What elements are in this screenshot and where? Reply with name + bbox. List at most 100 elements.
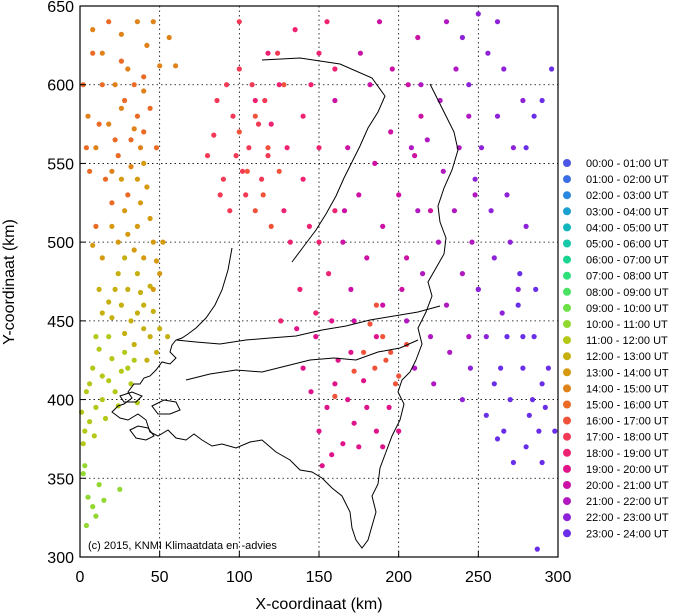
legend-label: 06:00 - 07:00 UT (586, 255, 669, 267)
lightning-point (93, 223, 99, 229)
lightning-point (137, 289, 144, 296)
lightning-point (128, 137, 134, 143)
lightning-point (115, 153, 121, 159)
lightning-point (115, 239, 121, 245)
lightning-point (372, 365, 378, 371)
lightning-point (122, 349, 128, 355)
lightning-point (109, 223, 115, 229)
lightning-point (478, 145, 485, 151)
lightning-point (109, 356, 115, 362)
lightning-point (475, 11, 481, 17)
lightning-point (265, 153, 271, 159)
x-tick-label: 100 (226, 569, 253, 586)
lightning-point (80, 441, 86, 447)
lightning-point (239, 168, 246, 174)
lightning-point (144, 184, 150, 190)
lightning-point (494, 19, 501, 25)
lightning-point (87, 381, 93, 387)
lightning-point (93, 145, 99, 151)
lightning-point (412, 365, 418, 371)
lightning-point (483, 412, 489, 418)
lightning-point (324, 19, 330, 25)
lightning-point (324, 404, 330, 410)
lightning-point (157, 326, 163, 332)
river-rhine (175, 305, 441, 345)
lightning-point (122, 97, 128, 104)
lightning-point (415, 34, 421, 41)
lightning-point (147, 334, 153, 340)
lightning-point (517, 271, 523, 277)
legend-marker (563, 159, 571, 167)
lightning-point (539, 97, 545, 104)
lightning-point (392, 381, 399, 387)
lightning-point (128, 318, 134, 324)
lightning-point (364, 255, 370, 261)
lightning-point (466, 334, 472, 340)
lightning-point (83, 389, 89, 395)
lightning-point (122, 208, 128, 214)
legend-marker (563, 287, 571, 296)
lightning-point (520, 334, 526, 340)
lightning-point (316, 239, 322, 245)
legend-label: 07:00 - 08:00 UT (586, 271, 669, 283)
lightning-point (281, 82, 287, 88)
lightning-point (217, 192, 223, 198)
lightning-point (319, 463, 325, 469)
lightning-point (389, 66, 395, 72)
lightning-point (494, 436, 501, 442)
lightning-point (466, 82, 472, 88)
lightning-point (367, 82, 373, 88)
lightning-point (141, 74, 147, 80)
legend-label: 17:00 - 18:00 UT (586, 432, 669, 444)
lightning-point (485, 50, 491, 56)
lightning-point (102, 176, 109, 182)
lightning-point (236, 129, 242, 135)
lightning-point (93, 404, 99, 410)
lightning-point (278, 318, 284, 324)
lightning-point (125, 192, 131, 198)
lightning-point (340, 441, 346, 447)
lightning-point (386, 404, 392, 410)
lightning-point (447, 349, 453, 355)
legend-label: 19:00 - 20:00 UT (586, 464, 669, 476)
lightning-point (204, 153, 211, 159)
lightning-point (118, 58, 124, 64)
lightning-point (345, 397, 351, 403)
legend-label: 12:00 - 13:00 UT (586, 351, 669, 363)
y-tick-label: 650 (47, 0, 74, 16)
lightning-point (141, 302, 147, 308)
lightning-point (122, 255, 128, 261)
x-tick-label: 300 (545, 569, 572, 586)
lightning-point (467, 365, 473, 371)
legend-label: 20:00 - 21:00 UT (586, 480, 669, 492)
lightning-point (224, 82, 230, 88)
lightning-point (494, 113, 501, 119)
lightning-point (526, 412, 532, 418)
lightning-point (109, 200, 115, 206)
lightning-point (361, 378, 367, 384)
lightning-point (112, 137, 118, 143)
river-maas (185, 339, 419, 381)
lightning-point (388, 349, 394, 355)
lightning-point (498, 365, 504, 371)
lightning-point (125, 66, 131, 72)
lightning-point (405, 82, 411, 88)
coastline-wadden (261, 57, 386, 263)
lightning-point (504, 192, 510, 198)
lightning-point (90, 50, 96, 56)
lightning-point (96, 121, 102, 127)
lightning-point (214, 97, 220, 104)
lightning-point (252, 208, 258, 214)
lightning-point (109, 168, 115, 174)
legend-label: 14:00 - 15:00 UT (586, 383, 669, 395)
lightning-point (131, 341, 137, 348)
lightning-point (147, 105, 153, 111)
lightning-point (99, 255, 105, 261)
lightning-point (236, 66, 242, 72)
legend-marker (563, 303, 571, 312)
x-tick-label: 50 (151, 569, 169, 586)
lightning-point (99, 50, 105, 56)
lightning-point (260, 192, 266, 198)
lightning-point (515, 286, 521, 292)
lightning-point (357, 50, 363, 56)
